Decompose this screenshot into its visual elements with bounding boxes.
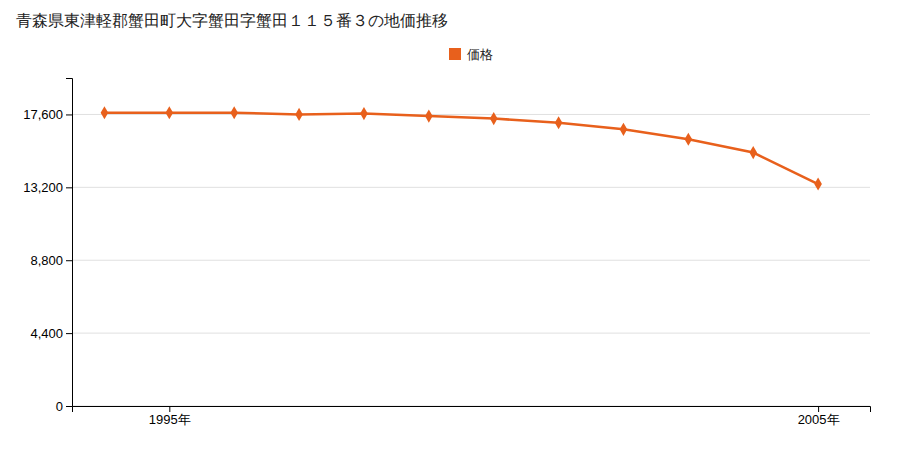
grid-line [72,114,870,115]
x-tick-mark [818,406,819,412]
y-tick: 4,400 [30,326,72,341]
y-tick: 13,200 [23,180,72,195]
legend-label: 価格 [467,47,493,62]
marker [295,108,303,121]
y-axis-line [66,79,73,407]
x-axis: 1995年 2005年 [73,406,871,427]
y-tick-mark [66,406,72,407]
x-axis-line [73,407,871,413]
y-tick-label: 0 [56,399,63,414]
marker [360,107,368,120]
y-tick: 0 [56,399,72,414]
marker [101,106,109,119]
y-axis: 0 4,400 8,800 13,200 17,600 [23,79,72,414]
y-tick: 8,800 [30,253,72,268]
marker [555,116,563,129]
y-tick-mark [66,114,72,115]
marker [814,177,822,190]
y-tick-label: 4,400 [30,326,63,341]
marker [749,146,757,159]
legend: 価格 [449,47,493,62]
grid-line [72,187,870,188]
marker [166,106,174,119]
y-tick: 17,600 [23,107,72,122]
y-tick-mark [66,333,72,334]
y-tick-mark [66,260,72,261]
plot: 1995年 2005年 0 4,400 8,800 13,200 17,600 [23,79,870,428]
legend-swatch [449,48,461,60]
x-tick: 1995年 [149,406,191,427]
grid [72,114,870,406]
marker [230,106,238,119]
x-tick-label: 1995年 [149,412,191,427]
marker [490,112,498,125]
y-tick-label: 8,800 [30,253,63,268]
x-tick-mark [169,406,170,412]
x-tick: 2005年 [798,406,840,427]
grid-line [72,333,870,334]
marks [101,106,822,190]
legend-item: 価格 [449,47,493,62]
y-tick-label: 13,200 [23,180,63,195]
title: 青森県東津軽郡蟹田町大字蟹田字蟹田１１５番３の地価推移 [16,11,448,30]
chart: 青森県東津軽郡蟹田町大字蟹田字蟹田１１５番３の地価推移 1995年 2005年 0 4,… [0,0,900,450]
line [104,113,818,184]
x-tick-label: 2005年 [798,412,840,427]
marker [685,133,693,146]
marker [620,123,628,136]
grid-line [72,260,870,261]
y-tick-label: 17,600 [23,107,63,122]
marker [425,110,433,123]
y-tick-mark [66,187,72,188]
